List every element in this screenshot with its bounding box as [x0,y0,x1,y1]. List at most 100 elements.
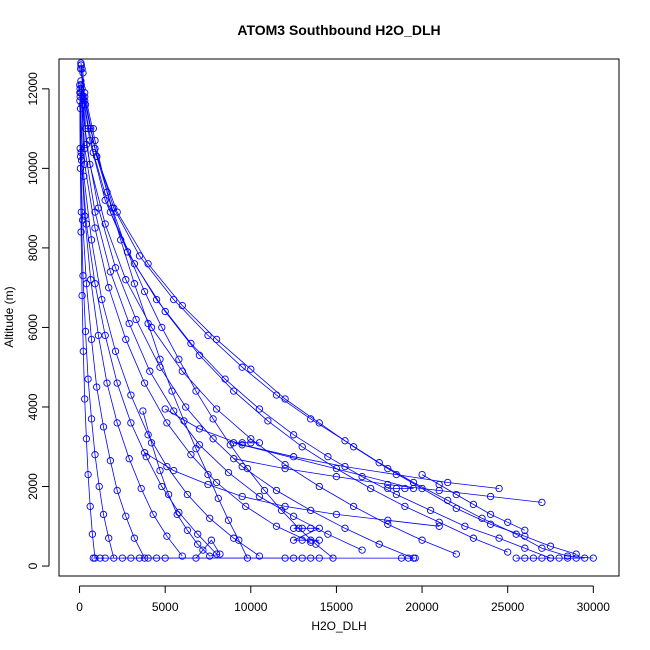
data-point [111,347,120,355]
profile-line [80,84,414,559]
data-point [260,486,269,495]
data-point [272,486,281,495]
data-point [106,457,115,465]
data-point [113,419,121,427]
data-point [495,484,503,493]
data-point [563,554,572,562]
data-point [521,544,529,552]
x-tick-label: 20000 [405,600,439,614]
profile-line [81,104,457,555]
data-point [224,516,233,524]
data-point [113,486,121,495]
data-point [452,490,460,499]
data-point [88,530,97,538]
profile-26 [89,554,323,562]
data-point [341,462,349,471]
data-point [87,335,96,344]
data-point [230,455,238,463]
data-point [281,395,289,403]
data-point [307,554,315,562]
data-point [173,510,181,519]
data-point [384,516,392,524]
profile-line [80,92,311,543]
data-point [93,383,101,391]
data-point [122,512,130,520]
data-point [226,441,234,449]
data-point [289,453,298,461]
data-point [315,524,323,532]
data-point [397,554,406,562]
data-point [81,124,90,133]
data-point [281,554,289,562]
data-point [192,387,200,395]
data-point [512,554,520,562]
data-point [238,492,246,501]
data-point [411,554,419,562]
profile-20 [139,407,224,562]
data-point [486,520,495,528]
data-point [247,365,255,373]
data-point [247,439,255,447]
x-tick-label: 15000 [320,600,354,614]
data-point [103,188,111,196]
data-point [192,445,200,453]
profile-line [142,410,221,559]
data-point [521,526,529,534]
data-point [122,276,130,284]
x-tick-label: 25000 [491,600,525,614]
profile-line [79,92,145,559]
data-point [149,510,157,519]
x-tick-label: 0 [76,600,83,614]
data-point [555,554,563,562]
data-point [101,220,109,228]
data-point [238,439,246,447]
profile-13 [76,97,99,562]
data-point [230,387,238,395]
profile-line [80,108,260,557]
data-point [84,375,92,383]
profile-11 [76,89,149,562]
x-tick-label: 30000 [577,600,611,614]
data-point [187,339,195,348]
data-point [130,280,139,288]
data-point [156,466,164,475]
chart-title: ATOM3 Southbound H2O_DLH [237,22,440,38]
data-point [144,260,152,268]
data-point [238,363,246,371]
data-point [77,228,85,236]
y-tick-label: 12000 [26,72,40,106]
data-point [341,524,349,532]
data-point [289,536,298,544]
data-point [99,510,108,519]
data-point [122,335,130,344]
data-point [81,101,90,109]
data-point [183,490,192,499]
data-point [307,536,315,544]
data-point [93,152,101,161]
y-tick-label: 4000 [26,393,40,420]
data-point [401,502,409,511]
data-point [78,216,87,224]
data-point [315,554,323,562]
data-point [315,482,323,491]
data-point [207,536,216,544]
data-point [521,532,529,540]
data-point [324,453,332,461]
data-point [209,415,217,423]
data-point [91,451,99,459]
data-point [247,435,255,443]
data-point [238,462,246,471]
data-point [99,423,108,431]
data-point [295,524,303,532]
data-point [79,69,87,77]
data-point [91,136,99,145]
data-point [255,552,264,560]
data-point [209,435,217,443]
y-tick-label: 10000 [26,151,40,185]
profile-line [84,92,248,559]
profile-line [82,96,508,553]
data-point [194,540,202,548]
data-point [243,464,252,473]
data-point [78,291,86,300]
